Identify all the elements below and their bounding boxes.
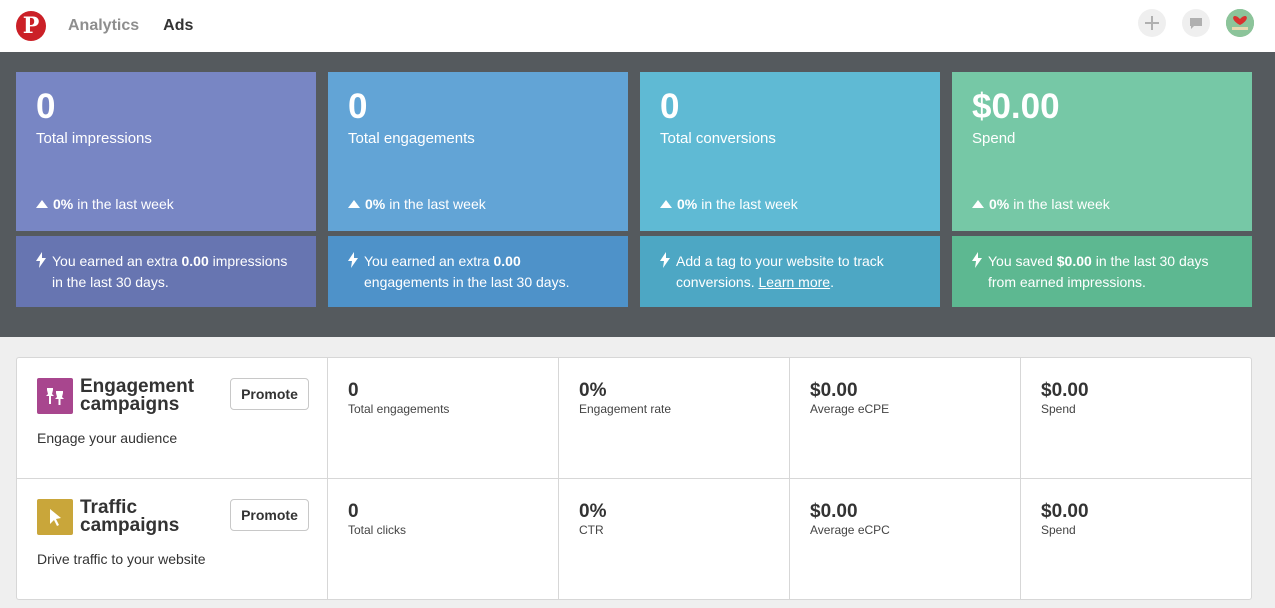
metric-cell: 0% Engagement rate <box>559 358 790 478</box>
stat-change: 0% in the last week <box>348 196 486 212</box>
change-text: in the last week <box>1013 196 1110 212</box>
top-nav-bar: P Analytics Ads <box>0 0 1275 52</box>
campaign-title: Engagement campaigns <box>80 376 195 415</box>
learn-more-link[interactable]: Learn more <box>758 274 831 290</box>
promote-button[interactable]: Promote <box>230 378 309 410</box>
metric-value: 0 <box>348 380 359 401</box>
note-text: You saved $0.00 in the last 30 days from… <box>988 253 1209 290</box>
stat-change: 0% in the last week <box>972 196 1110 212</box>
change-text: in the last week <box>389 196 486 212</box>
up-arrow-icon <box>36 200 48 208</box>
metric-label: Average eCPC <box>810 523 890 537</box>
change-percent: 0% <box>365 196 386 212</box>
cursor-icon <box>37 499 73 535</box>
stat-card-engagements: 0 Total engagements 0% in the last week … <box>328 72 628 337</box>
stat-label: Total conversions <box>660 130 776 147</box>
metric-cell: $0.00 Average eCPE <box>790 358 1021 478</box>
note-text: Add a tag to your website to track conve… <box>676 253 884 290</box>
note-text: You earned an extra 0.00 engagements in … <box>364 253 570 290</box>
stat-value: $0.00 <box>972 87 1060 126</box>
metric-cell: 0% CTR <box>559 479 790 599</box>
tab-ads[interactable]: Ads <box>163 17 194 34</box>
campaign-description: Engage your audience <box>37 430 178 446</box>
metric-label: Average eCPE <box>810 402 890 416</box>
metric-value: $0.00 <box>810 501 858 522</box>
metric-value: 0 <box>348 501 359 522</box>
pinterest-logo[interactable]: P <box>16 11 46 41</box>
campaign-row-traffic: Traffic campaigns Promote Drive traffic … <box>17 479 1251 599</box>
pushpin-icon <box>37 378 73 414</box>
change-percent: 0% <box>989 196 1010 212</box>
metric-cell: 0 Total engagements <box>328 358 559 478</box>
stat-value: 0 <box>36 87 56 126</box>
stat-card-impressions: 0 Total impressions 0% in the last week … <box>16 72 316 337</box>
stat-card-conversions: 0 Total conversions 0% in the last week … <box>640 72 940 337</box>
stat-note: Add a tag to your website to track conve… <box>640 236 940 307</box>
stat-label: Spend <box>972 130 1016 147</box>
metric-label: Total engagements <box>348 402 450 416</box>
metric-label: CTR <box>579 523 604 537</box>
metric-label: Spend <box>1041 402 1076 416</box>
up-arrow-icon <box>972 200 984 208</box>
metric-cell: $0.00 Spend <box>1021 358 1251 478</box>
promote-button[interactable]: Promote <box>230 499 309 531</box>
metric-value: $0.00 <box>1041 501 1089 522</box>
campaign-row-engagement: Engagement campaigns Promote Engage your… <box>17 358 1251 479</box>
metric-cell: $0.00 Spend <box>1021 479 1251 599</box>
stat-card-spend: $0.00 Spend 0% in the last week You save… <box>952 72 1252 337</box>
change-percent: 0% <box>53 196 74 212</box>
stat-note: You earned an extra 0.00 impressions in … <box>16 236 316 307</box>
campaign-description: Drive traffic to your website <box>37 551 206 567</box>
campaign-info: Engagement campaigns Promote Engage your… <box>17 358 328 478</box>
metric-cell: 0 Total clicks <box>328 479 559 599</box>
campaign-title: Traffic campaigns <box>80 497 180 536</box>
metric-value: $0.00 <box>1041 380 1089 401</box>
stat-change: 0% in the last week <box>660 196 798 212</box>
metric-value: $0.00 <box>810 380 858 401</box>
lightning-icon <box>348 252 364 307</box>
stat-label: Total impressions <box>36 130 152 147</box>
stat-value: 0 <box>660 87 680 126</box>
change-text: in the last week <box>77 196 174 212</box>
up-arrow-icon <box>660 200 672 208</box>
header-actions <box>1138 9 1254 37</box>
metric-label: Spend <box>1041 523 1076 537</box>
lightning-icon <box>660 252 676 307</box>
tab-analytics[interactable]: Analytics <box>68 17 140 34</box>
stat-note: You earned an extra 0.00 engagements in … <box>328 236 628 307</box>
metric-label: Total clicks <box>348 523 407 537</box>
stat-label: Total engagements <box>348 130 475 147</box>
note-text: You earned an extra 0.00 impressions in … <box>52 253 288 290</box>
lightning-icon <box>36 252 52 307</box>
campaigns-table: Engagement campaigns Promote Engage your… <box>16 357 1252 600</box>
metric-label: Engagement rate <box>579 402 672 416</box>
stat-value: 0 <box>348 87 368 126</box>
lightning-icon <box>972 252 988 307</box>
metric-value: 0% <box>579 380 607 401</box>
metric-value: 0% <box>579 501 607 522</box>
avatar[interactable] <box>1226 9 1254 37</box>
campaign-info: Traffic campaigns Promote Drive traffic … <box>17 479 328 599</box>
stat-note: You saved $0.00 in the last 30 days from… <box>952 236 1252 307</box>
change-percent: 0% <box>677 196 698 212</box>
message-icon[interactable] <box>1182 9 1210 37</box>
plus-icon[interactable] <box>1138 9 1166 37</box>
up-arrow-icon <box>348 200 360 208</box>
stat-change: 0% in the last week <box>36 196 174 212</box>
stats-overview: 0 Total impressions 0% in the last week … <box>0 52 1275 337</box>
metric-cell: $0.00 Average eCPC <box>790 479 1021 599</box>
change-text: in the last week <box>701 196 798 212</box>
